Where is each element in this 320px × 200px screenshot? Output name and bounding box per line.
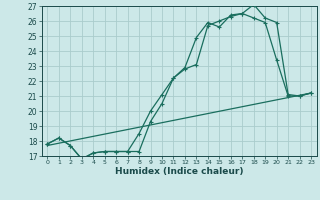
X-axis label: Humidex (Indice chaleur): Humidex (Indice chaleur) xyxy=(115,167,244,176)
